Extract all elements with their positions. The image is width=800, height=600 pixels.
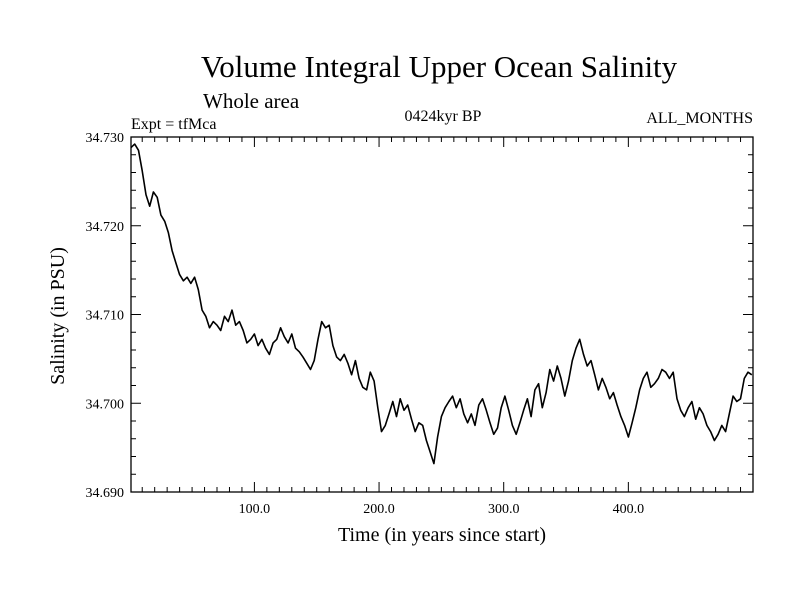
period-label: 0424kyr BP (405, 108, 482, 125)
tick-labels: 100.0 200.0 300.0 400.0 34.690 34.700 34.710 34… (86, 131, 645, 517)
chart-subtitle: Whole area (203, 89, 300, 113)
y-axis-label: Salinity (in PSU) (47, 247, 69, 385)
x-tick-label: 100.0 (239, 502, 271, 517)
y-tick-label: 34.710 (86, 309, 125, 324)
chart-title: Volume Integral Upper Ocean Salinity (201, 49, 678, 84)
axis-ticks (131, 137, 753, 492)
data-series (130, 143, 753, 465)
expt-label: Expt = tfMca (131, 116, 216, 133)
y-tick-label: 34.690 (86, 486, 125, 501)
x-tick-label: 400.0 (613, 502, 645, 517)
months-label: ALL_MONTHS (646, 110, 753, 127)
y-tick-label: 34.720 (86, 220, 125, 235)
salinity-series-line (130, 143, 753, 465)
plot-axes (130, 136, 754, 493)
y-tick-label: 34.730 (86, 131, 125, 146)
x-axis-label: Time (in years since start) (338, 524, 546, 546)
x-tick-label: 200.0 (363, 502, 395, 517)
x-tick-label: 300.0 (488, 502, 520, 517)
y-tick-label: 34.700 (86, 397, 125, 412)
plot-frame (130, 136, 754, 493)
